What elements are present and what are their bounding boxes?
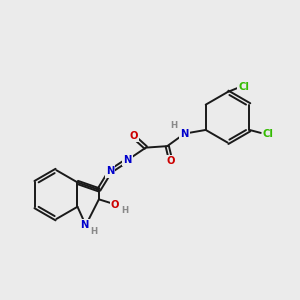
Text: Cl: Cl [238,82,249,92]
Text: H: H [170,121,178,130]
Text: N: N [80,220,88,230]
Text: N: N [106,167,114,176]
Text: H: H [122,206,129,214]
Text: N: N [123,155,132,165]
Text: O: O [111,200,119,210]
Text: Cl: Cl [263,129,274,140]
Text: O: O [129,131,138,141]
Text: N: N [180,129,189,139]
Text: O: O [167,156,175,166]
Text: H: H [91,227,98,236]
